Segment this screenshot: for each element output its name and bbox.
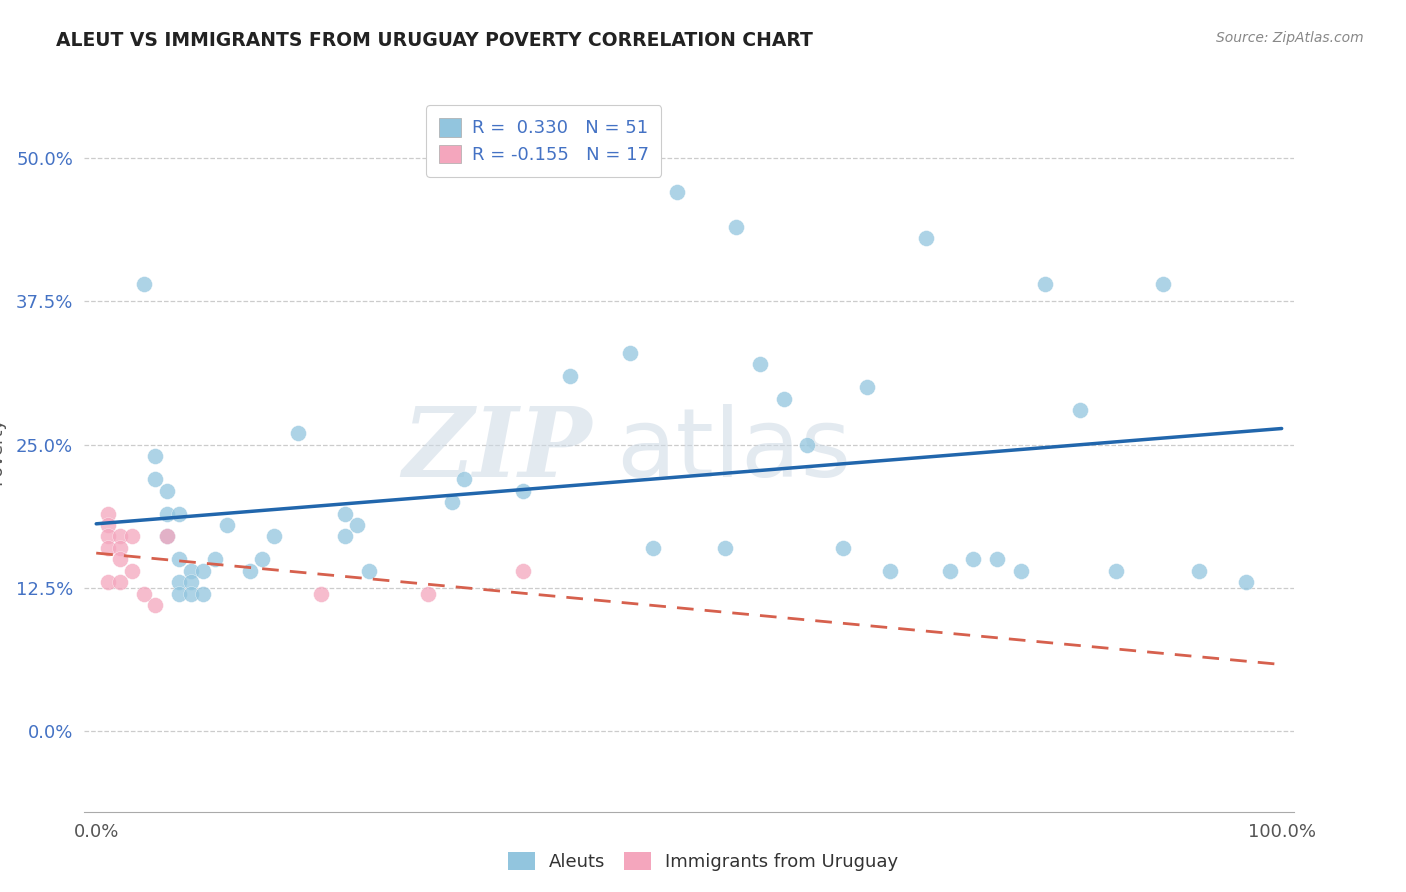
Point	[97, 507, 120, 521]
Point	[725, 219, 748, 234]
Point	[108, 529, 131, 543]
Y-axis label: Poverty: Poverty	[0, 417, 4, 484]
Point	[145, 449, 167, 463]
Point	[145, 472, 167, 486]
Point	[346, 518, 368, 533]
Point	[108, 541, 131, 555]
Text: atlas: atlas	[616, 404, 852, 497]
Point	[1234, 575, 1257, 590]
Point	[180, 587, 202, 601]
Point	[180, 564, 202, 578]
Point	[239, 564, 262, 578]
Legend: R =  0.330   N = 51, R = -0.155   N = 17: R = 0.330 N = 51, R = -0.155 N = 17	[426, 105, 661, 177]
Point	[938, 564, 960, 578]
Point	[97, 529, 120, 543]
Point	[204, 552, 226, 566]
Point	[167, 587, 190, 601]
Point	[156, 483, 179, 498]
Point	[108, 552, 131, 566]
Point	[167, 575, 190, 590]
Point	[287, 426, 309, 441]
Point	[643, 541, 665, 555]
Point	[560, 368, 582, 383]
Point	[879, 564, 901, 578]
Point	[1069, 403, 1091, 417]
Point	[713, 541, 735, 555]
Point	[915, 231, 938, 245]
Point	[167, 552, 190, 566]
Point	[333, 529, 356, 543]
Point	[191, 587, 214, 601]
Point	[749, 358, 772, 372]
Point	[832, 541, 855, 555]
Point	[97, 575, 120, 590]
Point	[311, 587, 333, 601]
Point	[97, 518, 120, 533]
Legend: Aleuts, Immigrants from Uruguay: Aleuts, Immigrants from Uruguay	[501, 845, 905, 879]
Point	[121, 529, 143, 543]
Point	[772, 392, 794, 406]
Point	[1010, 564, 1032, 578]
Point	[512, 564, 534, 578]
Point	[666, 186, 689, 200]
Point	[191, 564, 214, 578]
Point	[418, 587, 440, 601]
Point	[132, 277, 155, 292]
Point	[180, 575, 202, 590]
Point	[145, 599, 167, 613]
Point	[167, 507, 190, 521]
Point	[156, 507, 179, 521]
Point	[132, 587, 155, 601]
Point	[333, 507, 356, 521]
Point	[1105, 564, 1128, 578]
Point	[263, 529, 285, 543]
Point	[97, 541, 120, 555]
Point	[986, 552, 1008, 566]
Point	[156, 529, 179, 543]
Point	[357, 564, 380, 578]
Text: Source: ZipAtlas.com: Source: ZipAtlas.com	[1216, 31, 1364, 45]
Point	[512, 483, 534, 498]
Text: ALEUT VS IMMIGRANTS FROM URUGUAY POVERTY CORRELATION CHART: ALEUT VS IMMIGRANTS FROM URUGUAY POVERTY…	[56, 31, 813, 50]
Point	[1152, 277, 1174, 292]
Point	[619, 346, 641, 360]
Point	[1188, 564, 1211, 578]
Point	[796, 438, 818, 452]
Point	[121, 564, 143, 578]
Point	[440, 495, 463, 509]
Point	[453, 472, 475, 486]
Point	[156, 529, 179, 543]
Point	[855, 380, 877, 394]
Point	[108, 575, 131, 590]
Point	[962, 552, 984, 566]
Point	[1033, 277, 1056, 292]
Text: ZIP: ZIP	[402, 403, 592, 498]
Point	[215, 518, 238, 533]
Point	[250, 552, 273, 566]
